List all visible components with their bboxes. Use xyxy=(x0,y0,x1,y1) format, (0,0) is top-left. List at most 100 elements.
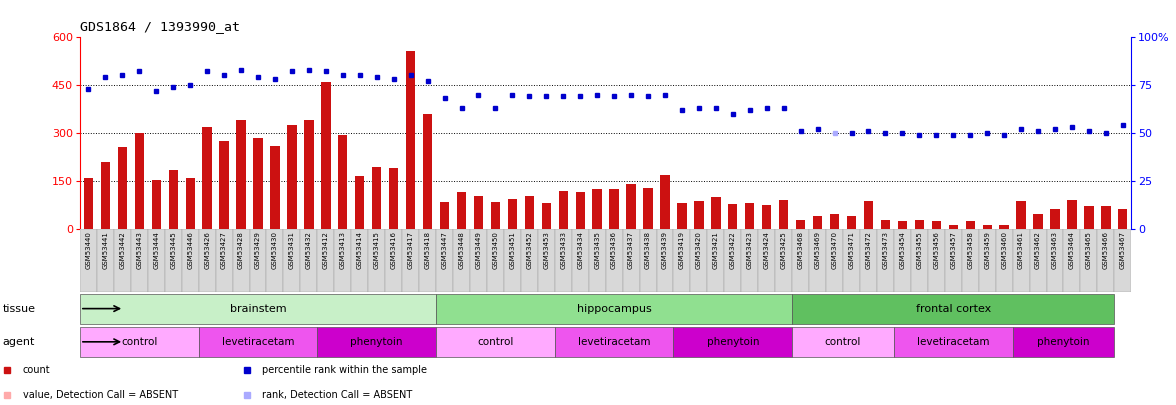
Bar xyxy=(746,203,755,229)
FancyBboxPatch shape xyxy=(419,229,436,292)
FancyBboxPatch shape xyxy=(894,229,911,292)
FancyBboxPatch shape xyxy=(436,229,453,292)
Text: phenytoin: phenytoin xyxy=(707,337,759,347)
Bar xyxy=(643,188,653,229)
Text: GSM53433: GSM53433 xyxy=(560,231,567,269)
Bar xyxy=(847,216,856,229)
Bar xyxy=(864,201,873,229)
Bar xyxy=(168,170,178,229)
Bar xyxy=(542,203,550,229)
FancyBboxPatch shape xyxy=(80,294,436,324)
Text: percentile rank within the sample: percentile rank within the sample xyxy=(262,365,428,375)
Bar xyxy=(83,178,93,229)
Text: GSM53429: GSM53429 xyxy=(255,231,261,269)
Bar xyxy=(220,141,229,229)
Text: levetiracetam: levetiracetam xyxy=(577,337,650,347)
Bar xyxy=(982,225,991,229)
Bar xyxy=(1000,225,1009,229)
FancyBboxPatch shape xyxy=(165,229,182,292)
FancyBboxPatch shape xyxy=(80,327,199,357)
Bar xyxy=(661,175,669,229)
Text: GSM53439: GSM53439 xyxy=(662,231,668,269)
Text: GSM53449: GSM53449 xyxy=(475,231,481,269)
Bar xyxy=(389,168,399,229)
Bar xyxy=(202,127,212,229)
Text: GSM53469: GSM53469 xyxy=(815,231,821,269)
Text: phenytoin: phenytoin xyxy=(350,337,403,347)
Bar xyxy=(406,51,415,229)
FancyBboxPatch shape xyxy=(674,327,793,357)
FancyBboxPatch shape xyxy=(793,327,894,357)
Bar xyxy=(1016,201,1025,229)
Text: GSM53425: GSM53425 xyxy=(781,231,787,269)
FancyBboxPatch shape xyxy=(656,229,674,292)
FancyBboxPatch shape xyxy=(470,229,487,292)
FancyBboxPatch shape xyxy=(928,229,944,292)
Bar xyxy=(593,189,602,229)
Bar xyxy=(949,225,958,229)
FancyBboxPatch shape xyxy=(606,229,622,292)
FancyBboxPatch shape xyxy=(199,327,318,357)
Text: GSM53436: GSM53436 xyxy=(612,231,617,269)
Text: GSM53415: GSM53415 xyxy=(374,231,380,269)
Bar xyxy=(627,184,636,229)
Bar xyxy=(101,162,111,229)
FancyBboxPatch shape xyxy=(793,229,809,292)
Text: GSM53431: GSM53431 xyxy=(289,231,295,269)
Bar xyxy=(711,197,721,229)
FancyBboxPatch shape xyxy=(775,229,793,292)
Bar xyxy=(508,199,517,229)
FancyBboxPatch shape xyxy=(537,229,555,292)
FancyBboxPatch shape xyxy=(996,229,1013,292)
Text: GSM53443: GSM53443 xyxy=(136,231,142,269)
FancyBboxPatch shape xyxy=(283,229,300,292)
Text: GSM53462: GSM53462 xyxy=(1035,231,1041,269)
FancyBboxPatch shape xyxy=(759,229,775,292)
Bar xyxy=(490,202,500,229)
Text: GSM53451: GSM53451 xyxy=(509,231,515,269)
FancyBboxPatch shape xyxy=(80,229,96,292)
FancyBboxPatch shape xyxy=(148,229,165,292)
Text: GSM53457: GSM53457 xyxy=(950,231,956,269)
FancyBboxPatch shape xyxy=(182,229,199,292)
FancyBboxPatch shape xyxy=(1081,229,1097,292)
FancyBboxPatch shape xyxy=(1097,229,1115,292)
FancyBboxPatch shape xyxy=(436,294,793,324)
Bar xyxy=(796,220,806,229)
FancyBboxPatch shape xyxy=(894,327,1013,357)
FancyBboxPatch shape xyxy=(368,229,386,292)
Text: brainstem: brainstem xyxy=(229,304,286,313)
FancyBboxPatch shape xyxy=(944,229,962,292)
FancyBboxPatch shape xyxy=(199,229,215,292)
Text: GSM53432: GSM53432 xyxy=(306,231,312,269)
Bar xyxy=(152,179,161,229)
Bar xyxy=(965,221,975,229)
FancyBboxPatch shape xyxy=(674,229,690,292)
Text: GSM53435: GSM53435 xyxy=(594,231,600,269)
Text: control: control xyxy=(477,337,514,347)
Bar xyxy=(897,221,907,229)
Text: GSM53459: GSM53459 xyxy=(984,231,990,269)
Bar xyxy=(1068,200,1076,229)
Bar xyxy=(559,191,568,229)
Text: GSM53440: GSM53440 xyxy=(86,231,92,269)
Bar xyxy=(135,133,143,229)
Text: GSM53471: GSM53471 xyxy=(849,231,855,269)
Text: GSM53441: GSM53441 xyxy=(102,231,108,269)
Bar xyxy=(1101,206,1110,229)
Bar xyxy=(813,216,822,229)
Bar xyxy=(931,221,941,229)
Bar xyxy=(186,178,195,229)
FancyBboxPatch shape xyxy=(860,229,877,292)
Text: GSM53424: GSM53424 xyxy=(763,231,770,269)
Text: levetiracetam: levetiracetam xyxy=(222,337,294,347)
Text: GSM53447: GSM53447 xyxy=(441,231,448,269)
Bar xyxy=(305,120,314,229)
Text: GSM53467: GSM53467 xyxy=(1120,231,1125,269)
Text: agent: agent xyxy=(2,337,35,347)
FancyBboxPatch shape xyxy=(487,229,503,292)
Bar xyxy=(321,82,330,229)
Text: GSM53446: GSM53446 xyxy=(187,231,193,269)
FancyBboxPatch shape xyxy=(1063,229,1081,292)
Text: levetiracetam: levetiracetam xyxy=(917,337,989,347)
